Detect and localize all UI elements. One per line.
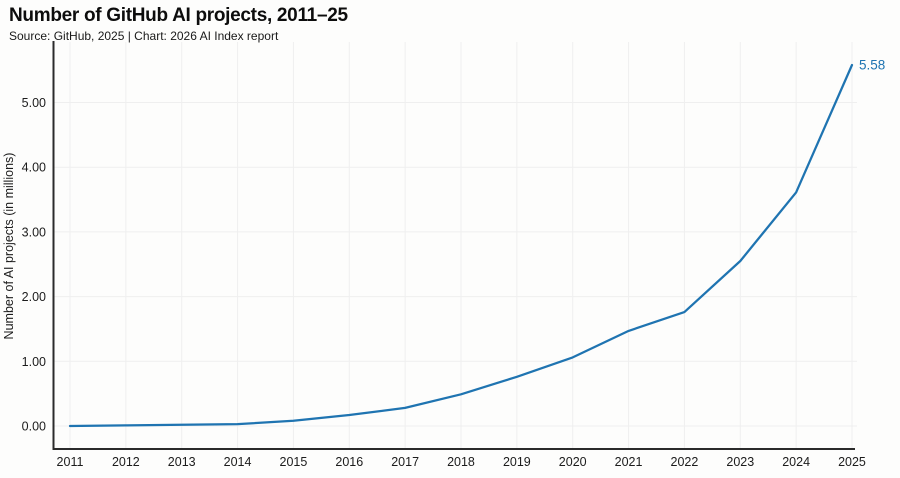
y-tick-label: 2.00	[22, 290, 46, 304]
y-tick-label: 0.00	[22, 420, 46, 434]
chart-source-credit: Source: GitHub, 2025 | Chart: 2026 AI In…	[9, 29, 279, 43]
y-tick-label: 3.00	[22, 225, 46, 239]
x-tick-label: 2013	[168, 455, 196, 469]
x-tick-label: 2017	[391, 455, 419, 469]
x-tick-label: 2015	[280, 455, 308, 469]
x-tick-label: 2011	[57, 455, 84, 469]
x-tick-label: 2019	[503, 455, 531, 469]
data-line	[68, 63, 854, 428]
x-tick-label: 2016	[335, 455, 363, 469]
x-tick-label: 2023	[726, 455, 754, 469]
y-tick-label: 4.00	[22, 161, 46, 175]
x-tick-label: 2018	[447, 455, 475, 469]
tick-labels: 0.00 1.00 2.00 3.00 4.00 5.00 2011 2012 2013 2014…	[22, 96, 866, 469]
data-series: 5.58	[68, 57, 885, 428]
x-tick-label: 2021	[615, 455, 643, 469]
y-tick-label: 1.00	[22, 355, 46, 369]
x-tick-label: 2025	[838, 455, 866, 469]
x-tick-label: 2020	[559, 455, 587, 469]
x-tick-label: 2014	[224, 455, 252, 469]
end-value-label: 5.58	[859, 57, 885, 72]
x-tick-label: 2024	[782, 455, 810, 469]
gridlines	[53, 42, 857, 449]
axis-spines	[52, 41, 855, 450]
x-tick-label: 2022	[671, 455, 699, 469]
chart-title: Number of GitHub AI projects, 2011–25	[9, 5, 348, 26]
y-axis-title: Number of AI projects (in millions)	[2, 153, 16, 340]
y-tick-label: 5.00	[22, 96, 46, 110]
x-tick-label: 2012	[112, 455, 140, 469]
